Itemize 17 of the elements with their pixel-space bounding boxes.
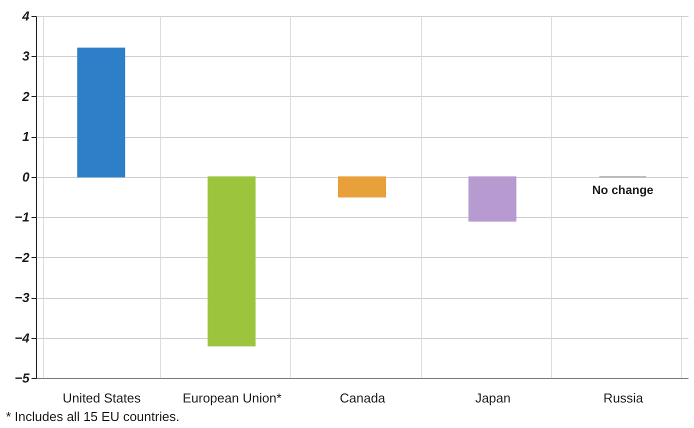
- x-tick-label: European Union*: [182, 390, 282, 406]
- x-tick-label: Russia: [603, 390, 644, 406]
- x-tick-label: Japan: [475, 390, 511, 406]
- y-tick-label: 1: [22, 129, 30, 144]
- y-tick-label: 0: [22, 169, 30, 184]
- y-tick-label: −1: [14, 210, 30, 225]
- y-tick-label: −5: [14, 370, 30, 386]
- annotation: No change: [592, 182, 654, 197]
- y-tick-label: 2: [21, 88, 30, 104]
- x-tick-label: Canada: [340, 390, 386, 406]
- y-tick-label: 3: [22, 48, 30, 64]
- text: * Includes all 15 EU countries.: [6, 409, 180, 424]
- x-tick-label: United States: [62, 390, 142, 406]
- y-tick-label: 4: [21, 8, 30, 24]
- y-tick-label: −2: [14, 250, 30, 265]
- y-tick-label: −4: [14, 330, 30, 346]
- y-tick-label: −3: [14, 290, 30, 306]
